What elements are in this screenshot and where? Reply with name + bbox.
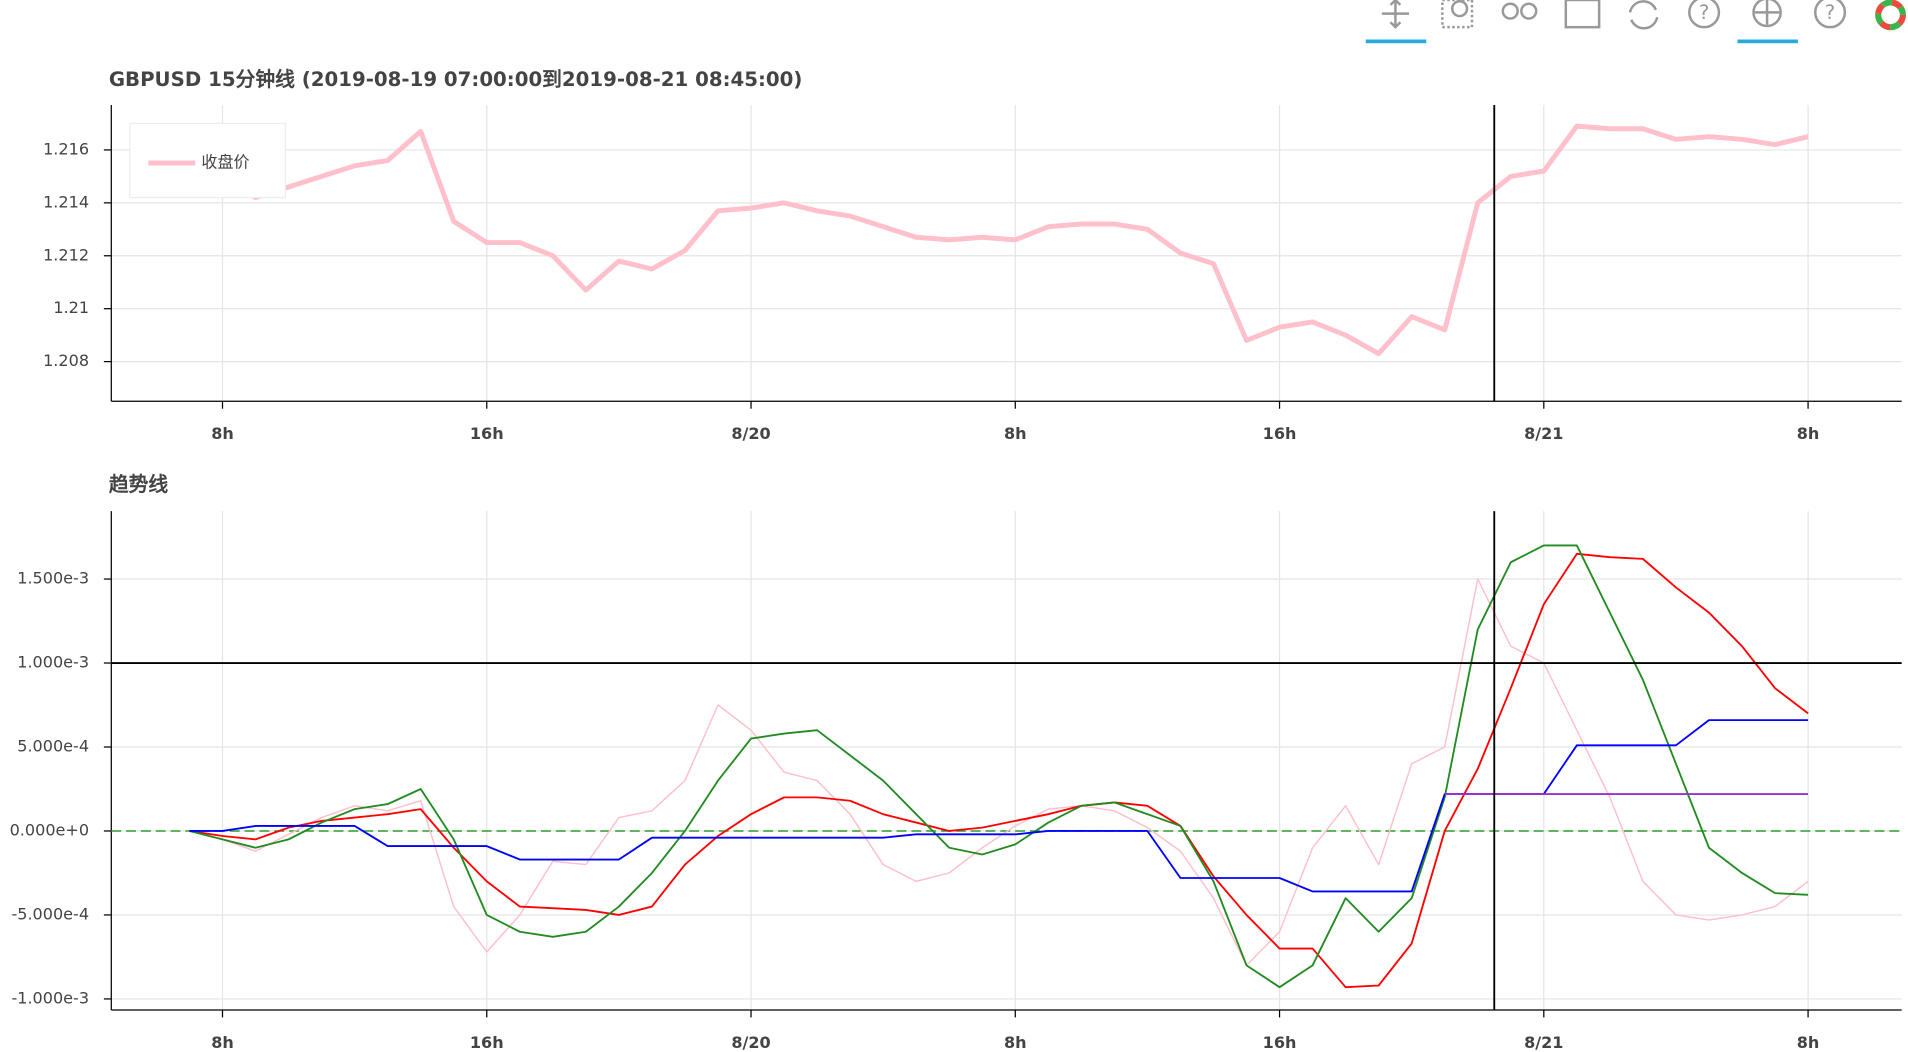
legend-label: 收盘价	[201, 152, 249, 171]
svg-text:?: ?	[1699, 1, 1709, 24]
y-tick-label: 1.000e-3	[17, 653, 89, 672]
y-tick-label: 1.216	[43, 139, 89, 158]
x-tick-label: 16h	[470, 424, 504, 443]
x-tick-label: 16h	[470, 1033, 504, 1052]
x-tick-label: 8h	[1004, 424, 1027, 443]
help-tool[interactable]: ?	[1814, 0, 1847, 29]
y-tick-label: -5.000e-4	[11, 904, 89, 923]
y-tick-label: 1.212	[43, 245, 89, 264]
x-tick-label: 8/21	[1524, 424, 1563, 443]
wheel-zoom-tool[interactable]	[1501, 2, 1538, 20]
y-tick-label: 0.000e+0	[10, 820, 89, 839]
y-tick-label: 1.208	[43, 351, 89, 370]
x-tick-label: 8/21	[1524, 1033, 1563, 1052]
zoom-tool[interactable]	[1441, 0, 1474, 29]
toolbar: ? ?	[1365, 0, 1906, 44]
bokeh-logo[interactable]	[1875, 0, 1906, 31]
x-tick-label: 8/20	[731, 424, 770, 443]
x-tick-label: 8/20	[731, 1033, 770, 1052]
y-tick-label: 1.21	[53, 298, 89, 317]
crosshair-tool[interactable]	[1737, 0, 1798, 44]
x-tick-label: 16h	[1263, 424, 1297, 443]
y-tick-label: 5.000e-4	[17, 736, 89, 755]
x-tick-label: 8h	[1797, 424, 1820, 443]
y-tick-label: 1.214	[43, 192, 89, 211]
series-line	[189, 552, 1809, 989]
pan-tool[interactable]	[1365, 0, 1427, 44]
x-tick-label: 8h	[1797, 1033, 1820, 1052]
y-tick-label: 1.500e-3	[17, 569, 89, 588]
save-tool[interactable]	[1564, 0, 1601, 29]
x-tick-label: 16h	[1263, 1033, 1297, 1052]
chart-title: GBPUSD 15分钟线 (2019-08-19 07:00:00到2019-0…	[109, 68, 803, 91]
x-tick-label: 8h	[211, 424, 234, 443]
svg-text:?: ?	[1825, 1, 1835, 24]
reset-tool[interactable]	[1628, 0, 1659, 30]
y-tick-label: -1.000e-3	[11, 988, 89, 1007]
x-tick-label: 8h	[211, 1033, 234, 1052]
help-tool[interactable]: ?	[1688, 0, 1721, 29]
series-line	[188, 123, 1809, 357]
chart-title: 趋势线	[109, 473, 169, 496]
series-line	[189, 578, 1809, 967]
legend: 收盘价	[129, 122, 287, 199]
x-tick-label: 8h	[1004, 1033, 1027, 1052]
series-line	[189, 544, 1809, 989]
